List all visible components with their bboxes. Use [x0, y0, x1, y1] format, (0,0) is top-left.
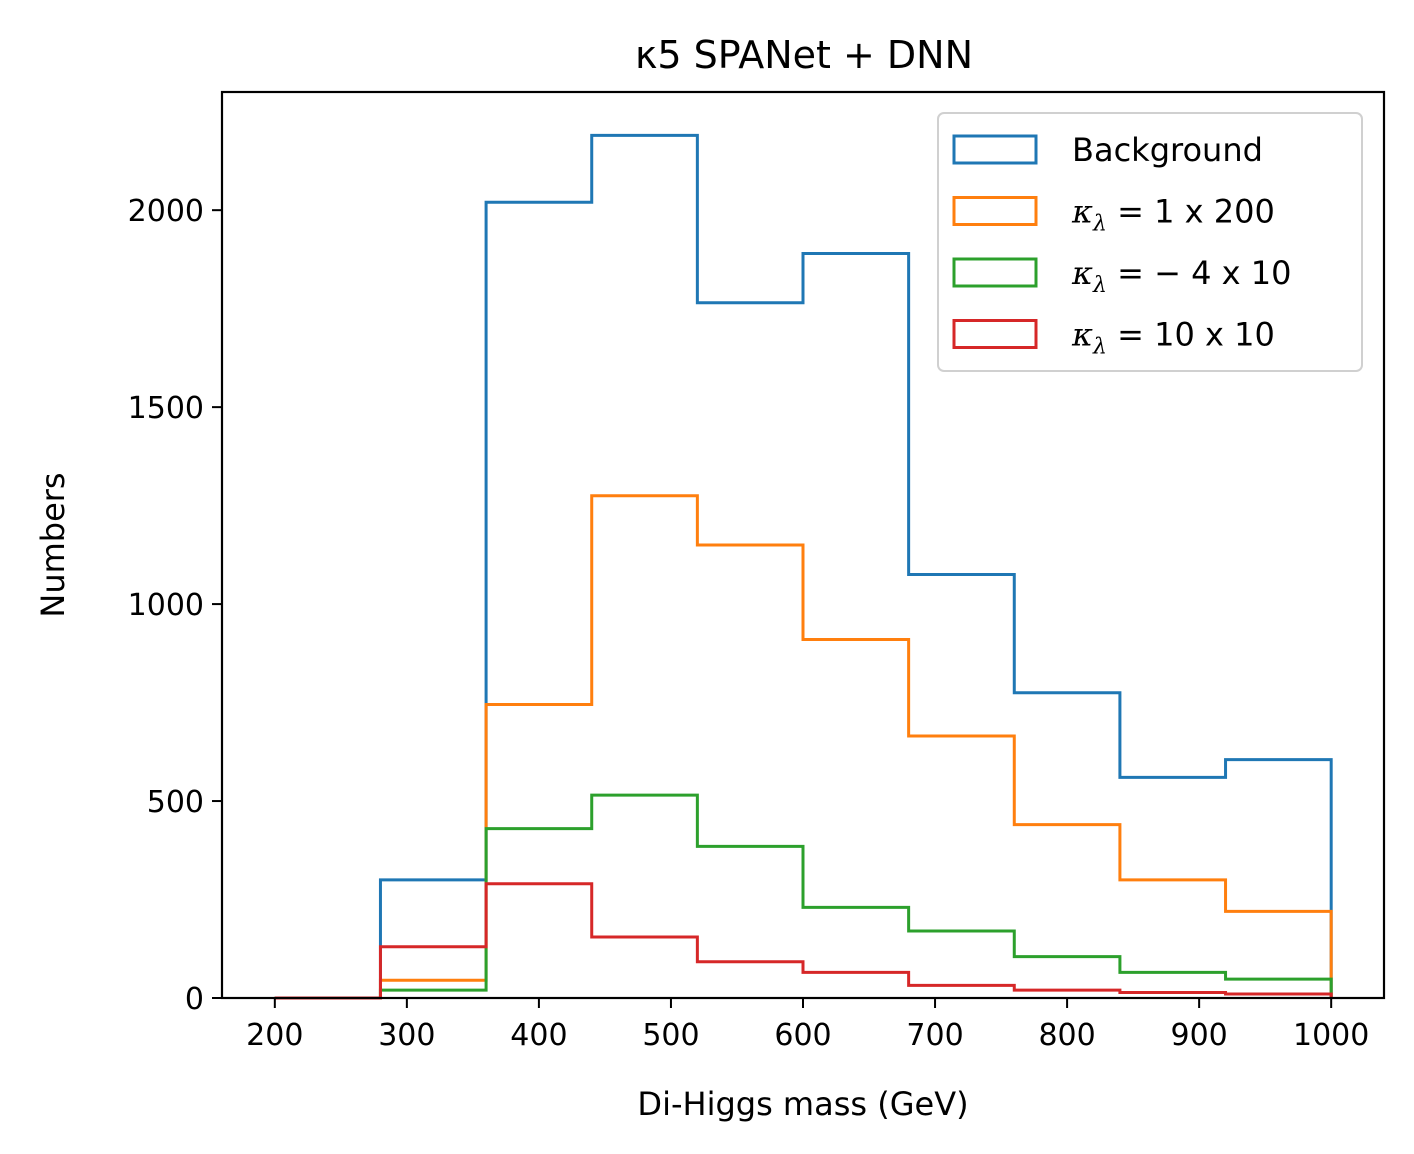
legend-label-2: κλ = − 4 x 10 [1071, 254, 1291, 298]
y-tick-label: 2000 [128, 194, 204, 229]
legend: Background κλ = 1 x 200 κλ = − 4 x 10 κλ = … [937, 112, 1363, 372]
legend-swatch-1 [952, 196, 1038, 226]
y-tick-label: 1000 [128, 588, 204, 623]
histogram-series-0 [274, 133, 1333, 1000]
x-axis: 200 300 400 500 600 700 800 900 1000 [246, 998, 1369, 1053]
legend-swatch-2 [952, 257, 1038, 288]
legend-label-1: κλ = 1 x 200 [1071, 193, 1275, 237]
y-tick-label: 1500 [128, 391, 204, 426]
x-tick-label: 900 [1171, 1018, 1228, 1053]
plot-frame [220, 90, 1386, 1000]
x-tick-label: 400 [510, 1018, 567, 1053]
x-tick-label: 200 [246, 1018, 303, 1053]
chart-title: κ5 SPANet + DNN [635, 33, 973, 77]
y-axis: 0 500 1000 1500 2000 [128, 194, 222, 1017]
x-tick-label: 700 [906, 1018, 963, 1053]
y-axis-label: Numbers [34, 472, 72, 617]
legend-label-0: Background [1072, 131, 1263, 169]
legend-swatch-0 [952, 134, 1038, 165]
x-tick-label: 800 [1038, 1018, 1095, 1053]
x-tick-label: 500 [642, 1018, 699, 1053]
x-tick-label: 600 [774, 1018, 831, 1053]
y-tick-label: 0 [185, 982, 204, 1017]
plot-area [274, 133, 1333, 1000]
legend-swatch-3 [952, 319, 1038, 349]
x-tick-label: 1000 [1293, 1018, 1369, 1053]
legend-label-3: κλ = 10 x 10 [1071, 316, 1275, 360]
y-tick-label: 500 [147, 785, 204, 820]
x-tick-label: 300 [378, 1018, 435, 1053]
histogram-series-3 [274, 882, 1333, 1000]
x-axis-label: Di-Higgs mass (GeV) [637, 1085, 968, 1123]
legend-frame [937, 112, 1363, 372]
histogram-series-1 [274, 494, 1333, 1000]
